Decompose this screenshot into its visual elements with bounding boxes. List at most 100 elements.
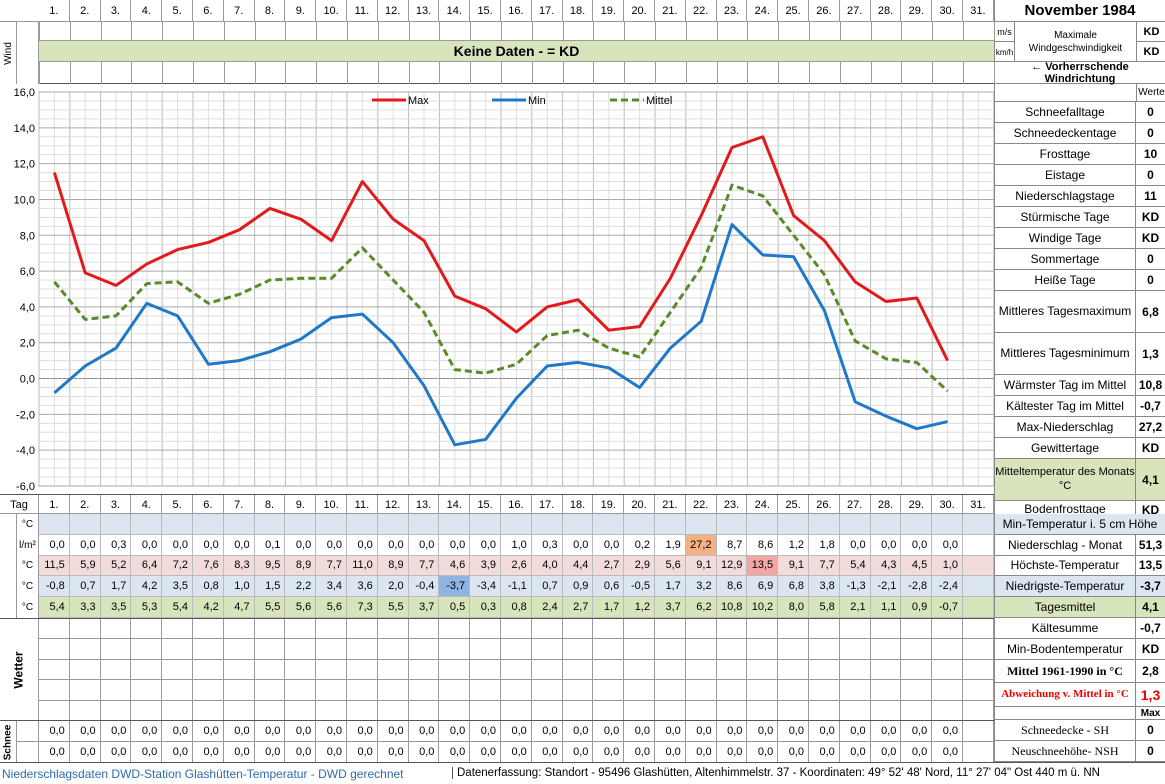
table-cell [562,514,594,535]
table-cell: 4,5 [901,555,933,577]
stat-row: Kältester Tag im Mittel -0,7 [994,396,1165,417]
table-cell: 0,6 [593,576,625,598]
snow-cell: 0,0 [932,721,963,742]
table-cell: 3,7 [408,597,440,618]
table-cell [901,514,933,535]
lower-stat-value: -0,7 [1135,618,1165,638]
table-cell: 0,0 [193,534,224,556]
max-wind-label: Maximale Windgeschwindigkeit [1028,30,1123,54]
day-header-22: 22. [686,0,717,22]
table-cell [963,514,994,535]
snow-cell: 0,0 [655,742,686,763]
snow-cell: 0,0 [69,742,101,763]
wind-label: Wind [2,41,14,65]
wetter-cell [439,639,471,660]
day-header-4: 4. [131,495,163,514]
table-cell [439,514,471,535]
stat-label: Heiße Tage [1034,272,1096,287]
stat-value: 10 [1135,144,1165,164]
wetter-cell [501,700,532,721]
table-cell: -1,3 [839,576,871,598]
wetter-cell [69,619,101,640]
wind-grid-line [963,22,964,41]
day-header-15: 15. [470,495,501,514]
wetter-cell [100,659,132,681]
day-header-27: 27. [840,495,871,514]
tag-label: Tag [0,495,39,514]
table-cell: 2,2 [285,576,317,598]
day-header-20: 20. [624,0,655,22]
wind-grid-line [901,62,903,84]
unit-ms: m/s [995,22,1015,42]
wetter-cell [223,619,255,640]
table-cell: 1,2 [778,534,809,556]
wind-grid-line [408,22,410,41]
table-cell [69,514,101,535]
stat-label: Stürmische Tage [1020,209,1110,224]
wetter-cell [593,659,625,681]
table-cell [501,514,532,535]
stat-label: Schneefalltage [1025,104,1105,119]
stat-label: Mittleres Tagesminimum [1000,346,1130,361]
wetter-cell [562,639,594,660]
wetter-cell [100,700,132,721]
wind-grid-line [562,62,564,84]
table-cell: 0,3 [100,534,132,556]
day-header-2: 2. [70,495,101,514]
wetter-cell [223,639,255,660]
wind-grid-line [778,22,780,41]
table-cell: 0,0 [285,534,317,556]
wind-grid-line [69,22,71,41]
table-cell: 0,0 [69,534,101,556]
stat-value: KD [1135,501,1165,518]
snow-stat-row: Schneedecke - SH 0 [994,720,1165,741]
table-cell: 6,8 [778,576,809,598]
wetter-cell [223,680,255,701]
day-header-11: 11. [347,495,378,514]
stat-label: Max-Niederschlag [1016,419,1114,434]
table-cell: 0,0 [593,534,625,556]
wind-grid-bottom [39,62,994,84]
wetter-cell [470,659,501,681]
table-cell [839,514,871,535]
wetter-cell [932,659,963,681]
wetter-cell [716,659,748,681]
table-cell: 0,3 [470,597,501,618]
wind-grid-line [624,62,626,84]
table-cell [963,576,994,598]
wind-grid-line [408,62,410,84]
wetter-cell [408,619,440,640]
table-cell: 2,9 [624,555,655,577]
day-header-30: 30. [932,0,963,22]
wetter-cell [809,680,840,701]
wetter-cell [69,680,101,701]
stat-value: 1,3 [1135,333,1165,374]
lower-stat-value: 1,3 [1135,683,1165,706]
stat-value: 0 [1135,249,1165,269]
table-cell: 5,5 [254,597,286,618]
snow-cell: 0,0 [193,721,224,742]
day-header-26: 26. [809,0,840,22]
table-cell [870,514,902,535]
day-header-6: 6. [193,0,224,22]
wetter-cell [809,659,840,681]
snow-cell: 0,0 [593,742,625,763]
snow-cell: 0,0 [131,721,163,742]
wetter-cell [254,619,286,640]
table-cell: 0,0 [131,534,163,556]
table-cell: 5,9 [69,555,101,577]
wetter-cell [716,680,748,701]
wetter-cell [470,619,501,640]
snow-cell: 0,0 [624,721,655,742]
series-line-max [52,135,949,362]
table-cell: 2,7 [562,597,594,618]
wind-grid-line [439,22,441,41]
day-header-7: 7. [224,0,255,22]
wetter-cell [901,680,933,701]
table-cell: 2,6 [501,555,532,577]
stat-row: Stürmische Tage KD [994,207,1165,228]
wetter-cell [839,659,871,681]
stat-value: 0 [1135,270,1165,290]
wind-grid-line [254,62,256,84]
table-cell: 9,1 [685,555,717,577]
